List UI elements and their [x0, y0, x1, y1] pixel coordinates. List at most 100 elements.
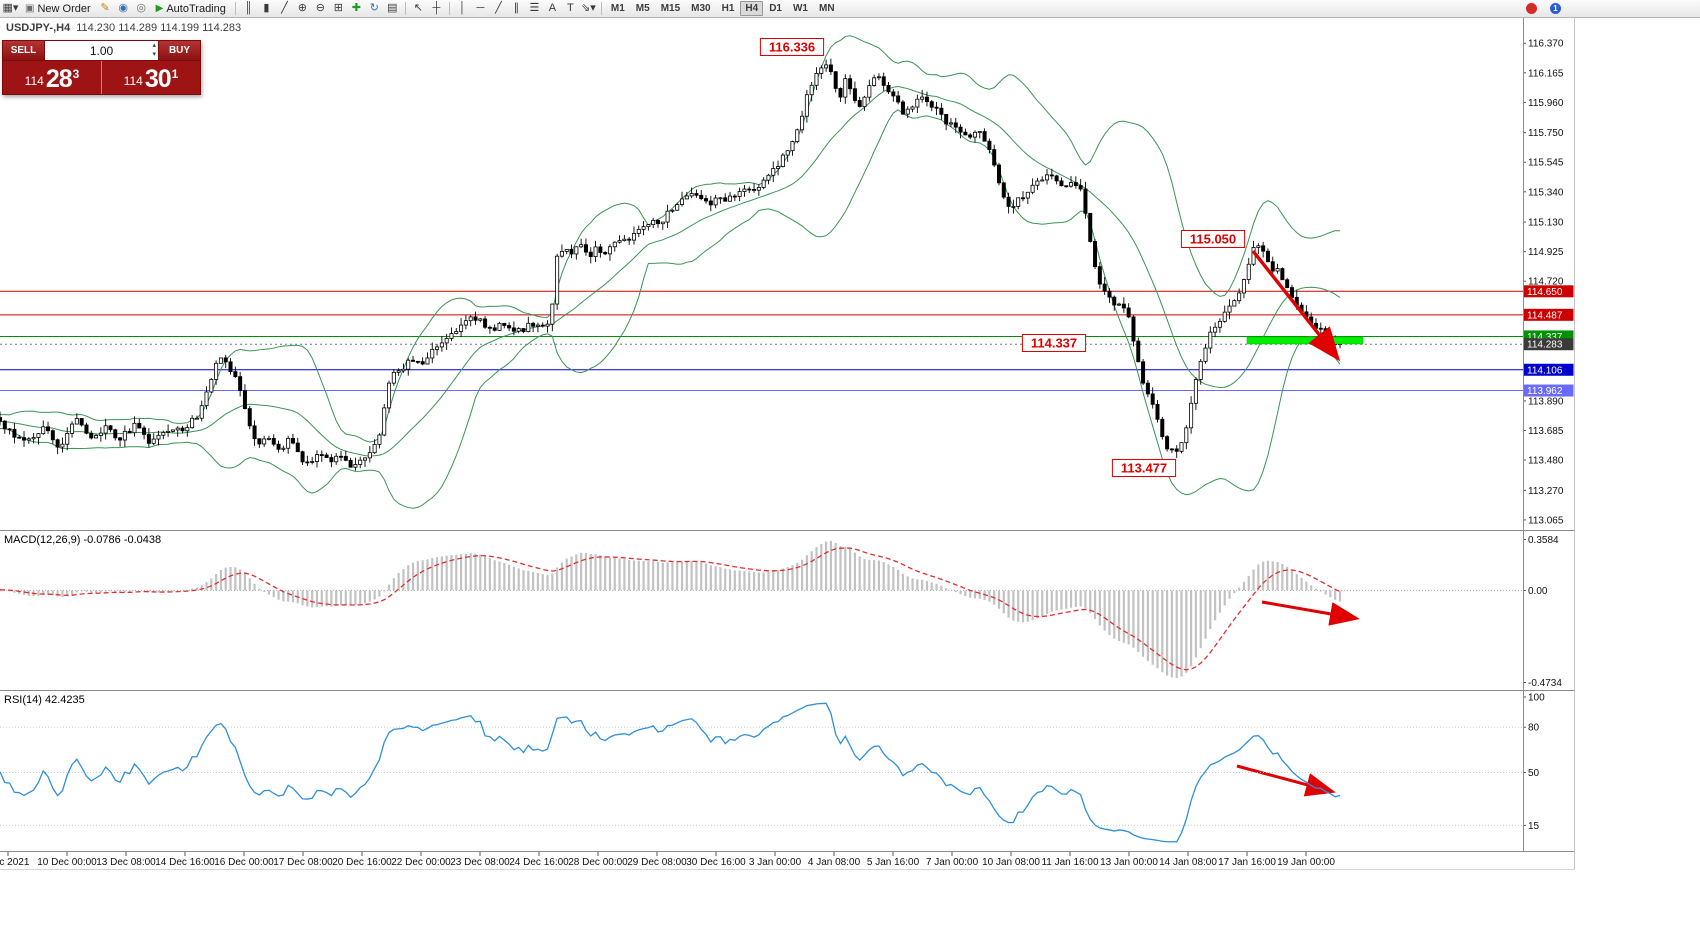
line-chart-icon[interactable]: ╱: [281, 2, 288, 14]
bid-price[interactable]: 114 28 3: [3, 61, 101, 94]
volume-stepper[interactable]: 1.00 ▴ ▾: [45, 41, 158, 60]
svg-text:17 Jan 16:00: 17 Jan 16:00: [1218, 857, 1276, 868]
svg-text:115.545: 115.545: [1528, 158, 1564, 169]
timeframe-button-w1[interactable]: W1: [792, 3, 808, 14]
svg-text:116.336: 116.336: [769, 40, 815, 55]
svg-text:14 Dec 16:00: 14 Dec 16:00: [155, 857, 215, 868]
sell-button[interactable]: SELL: [3, 41, 45, 60]
autotrading-button-icon: ▶: [155, 3, 164, 14]
channel-icon[interactable]: ∥: [513, 2, 520, 14]
arrows-icon[interactable]: ⇘▾: [581, 2, 596, 14]
candlestick-series: [0, 58, 1343, 471]
cursor-icon[interactable]: ↖: [413, 2, 423, 14]
svg-text:15: 15: [1528, 821, 1540, 832]
svg-text:-0.4734: -0.4734: [1528, 678, 1562, 689]
templates-icon[interactable]: ▤: [387, 2, 398, 14]
label-icon[interactable]: T: [567, 2, 574, 14]
svg-text:11 Jan 16:00: 11 Jan 16:00: [1041, 857, 1099, 868]
svg-text:10 Jan 08:00: 10 Jan 08:00: [982, 857, 1040, 868]
trend-arrows: [1236, 249, 1360, 797]
horizontal-line-icon[interactable]: ─: [476, 2, 485, 14]
svg-text:113.685: 113.685: [1528, 426, 1564, 437]
svg-text:0.3584: 0.3584: [1528, 535, 1559, 546]
svg-text:19 Jan 00:00: 19 Jan 00:00: [1277, 857, 1335, 868]
bar-chart-icon[interactable]: ║: [244, 2, 253, 14]
svg-text:13 Dec 08:00: 13 Dec 08:00: [96, 857, 156, 868]
metaeditor-icon[interactable]: ✎: [100, 2, 110, 14]
timeframe-button-m15[interactable]: M15: [660, 3, 681, 14]
text-icon[interactable]: A: [548, 2, 557, 14]
svg-text:114.925: 114.925: [1528, 247, 1564, 258]
timeframe-button-mn[interactable]: MN: [818, 3, 835, 14]
svg-text:113.890: 113.890: [1528, 396, 1564, 407]
periods-icon[interactable]: ↻: [369, 2, 379, 14]
new-order-button-label: New Order: [37, 2, 91, 15]
svg-text:30 Dec 16:00: 30 Dec 16:00: [686, 857, 746, 868]
svg-text:10 Dec 00:00: 10 Dec 00:00: [37, 857, 97, 868]
svg-text:80: 80: [1528, 723, 1540, 734]
toolbar-separator: [234, 2, 236, 15]
autotrading-button[interactable]: ▶ AutoTrading: [151, 1, 231, 16]
svg-text:17 Dec 08:00: 17 Dec 08:00: [273, 857, 333, 868]
bollinger-bands: [0, 35, 1341, 509]
svg-text:7 Jan 00:00: 7 Jan 00:00: [926, 857, 979, 868]
svg-text:115.050: 115.050: [1190, 232, 1236, 247]
timeframe-button-m5[interactable]: M5: [635, 3, 650, 14]
ask-price[interactable]: 114 30 1: [101, 61, 200, 94]
news-count-badge[interactable]: 1: [1550, 3, 1561, 14]
indicators-icon[interactable]: ✚: [351, 2, 361, 14]
timeframe-button-m30[interactable]: M30: [691, 3, 711, 14]
svg-text:3 Jan 00:00: 3 Jan 00:00: [749, 857, 802, 868]
svg-text:113.270: 113.270: [1528, 486, 1564, 497]
svg-text:24 Dec 16:00: 24 Dec 16:00: [509, 857, 569, 868]
svg-text:14 Jan 08:00: 14 Jan 08:00: [1159, 857, 1217, 868]
market-watch-icon[interactable]: ◎: [136, 2, 146, 14]
svg-text:115.340: 115.340: [1528, 187, 1564, 198]
svg-text:RSI(14) 42.4235: RSI(14) 42.4235: [4, 694, 85, 706]
buy-button[interactable]: BUY: [158, 41, 200, 60]
svg-text:4 Jan 08:00: 4 Jan 08:00: [808, 857, 861, 868]
toolbar-separator: [600, 2, 602, 15]
experts-icon[interactable]: ◉: [118, 2, 128, 14]
svg-text:116.370: 116.370: [1528, 39, 1564, 50]
trendline-icon[interactable]: ╱: [495, 2, 502, 14]
autotrading-button-label: AutoTrading: [166, 2, 226, 15]
rsi-indicator: [0, 702, 1523, 843]
toolbar-separator: [404, 2, 406, 15]
svg-text:23 Dec 08:00: 23 Dec 08:00: [450, 857, 510, 868]
crosshair-icon[interactable]: ┼: [432, 2, 441, 14]
chart-window-icon[interactable]: ▦▾: [2, 2, 19, 14]
price-axis[interactable]: 116.370 116.165 115.960 115.750 115.545 115.3…: [1523, 39, 1574, 527]
timeframe-button-d1[interactable]: D1: [769, 3, 782, 14]
svg-text:29 Dec 08:00: 29 Dec 08:00: [627, 857, 687, 868]
alert-icon[interactable]: [1526, 3, 1537, 14]
new-order-button-icon: ▣: [25, 3, 35, 14]
ask-big-digits: 30: [144, 65, 172, 93]
svg-text:Dec 2021: Dec 2021: [0, 857, 30, 868]
ohlc-values: 114.230 114.289 114.199 114.283: [76, 22, 242, 34]
new-order-button[interactable]: ▣ New Order: [20, 1, 96, 16]
panel-splitters[interactable]: [0, 530, 1575, 852]
svg-text:115.750: 115.750: [1528, 128, 1564, 139]
vertical-line-icon[interactable]: │: [458, 2, 466, 14]
volume-value[interactable]: 1.00: [89, 43, 114, 58]
timeframe-button-h4[interactable]: H4: [740, 1, 764, 16]
price-annotations: 116.336 115.050 114.337 113.477: [759, 38, 1246, 477]
svg-text:16 Dec 00:00: 16 Dec 00:00: [214, 857, 274, 868]
volume-up-icon[interactable]: ▴: [152, 42, 156, 49]
svg-text:28 Dec 00:00: 28 Dec 00:00: [568, 857, 628, 868]
timeframe-button-m1[interactable]: M1: [610, 3, 625, 14]
tile-windows-icon[interactable]: ⊞: [333, 2, 343, 14]
volume-down-icon[interactable]: ▾: [152, 51, 156, 58]
toolbar-separator: [448, 2, 450, 15]
zoom-in-icon[interactable]: ⊕: [297, 2, 307, 14]
svg-text:114.720: 114.720: [1528, 277, 1564, 288]
candlestick-chart-icon[interactable]: ▮: [263, 2, 270, 14]
zoom-out-icon[interactable]: ⊖: [315, 2, 325, 14]
timeframe-button-h1[interactable]: H1: [721, 3, 735, 14]
svg-text:115.130: 115.130: [1528, 218, 1564, 229]
fibonacci-icon[interactable]: ☰: [529, 2, 540, 14]
